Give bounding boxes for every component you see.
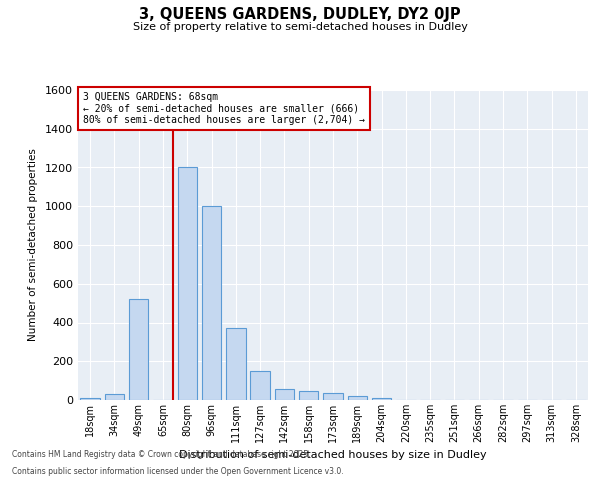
Bar — [299, 392, 319, 400]
Text: Contains public sector information licensed under the Open Government Licence v3: Contains public sector information licen… — [12, 468, 344, 476]
Text: 3 QUEENS GARDENS: 68sqm
← 20% of semi-detached houses are smaller (666)
80% of s: 3 QUEENS GARDENS: 68sqm ← 20% of semi-de… — [83, 92, 365, 124]
Bar — [323, 393, 343, 400]
Text: Size of property relative to semi-detached houses in Dudley: Size of property relative to semi-detach… — [133, 22, 467, 32]
Bar — [226, 328, 245, 400]
Bar — [275, 390, 294, 400]
Bar — [129, 299, 148, 400]
Bar — [250, 371, 270, 400]
Y-axis label: Number of semi-detached properties: Number of semi-detached properties — [28, 148, 38, 342]
Bar — [347, 396, 367, 400]
Bar — [372, 398, 391, 400]
Bar — [178, 168, 197, 400]
Bar — [202, 206, 221, 400]
Text: Contains HM Land Registry data © Crown copyright and database right 2025.: Contains HM Land Registry data © Crown c… — [12, 450, 311, 459]
Text: 3, QUEENS GARDENS, DUDLEY, DY2 0JP: 3, QUEENS GARDENS, DUDLEY, DY2 0JP — [139, 8, 461, 22]
Bar — [80, 398, 100, 400]
X-axis label: Distribution of semi-detached houses by size in Dudley: Distribution of semi-detached houses by … — [179, 450, 487, 460]
Bar — [105, 394, 124, 400]
